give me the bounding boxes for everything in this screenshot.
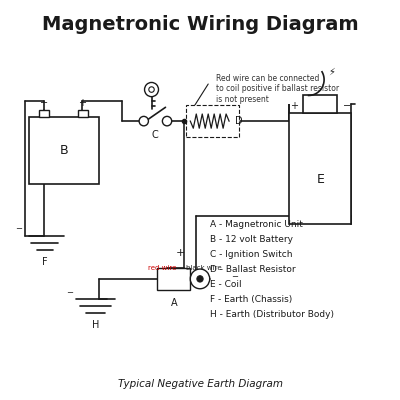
Text: +: + [290,101,298,111]
Text: −: − [232,272,238,281]
Text: −: − [15,224,22,234]
Text: Typical Negative Earth Diagram: Typical Negative Earth Diagram [118,379,282,389]
Text: F - Earth (Chassis): F - Earth (Chassis) [210,295,292,304]
Circle shape [144,82,158,97]
Circle shape [190,269,210,289]
Text: −: − [66,288,73,297]
Text: black wire: black wire [186,265,222,271]
Text: +: + [78,98,86,108]
Bar [186,105,239,137]
Text: B - 12 volt Battery: B - 12 volt Battery [210,235,293,244]
Text: +: + [176,248,185,258]
Bar [78,110,88,117]
Text: E: E [316,173,324,186]
Circle shape [197,276,203,282]
Text: H: H [92,320,99,330]
Circle shape [162,116,172,126]
Text: red wire: red wire [148,265,177,271]
Bar [289,113,351,224]
Text: F: F [42,257,48,267]
Text: −: − [40,98,48,108]
Circle shape [149,87,154,92]
Text: A - Magnetronic Unit: A - Magnetronic Unit [210,220,302,229]
Circle shape [139,116,148,126]
Bar [29,117,99,184]
Text: D - Ballast Resistor: D - Ballast Resistor [210,265,295,274]
Bar [39,110,49,117]
Text: A: A [170,298,177,308]
Text: D: D [235,116,242,126]
Text: −: − [342,101,351,111]
Text: Magnetronic Wiring Diagram: Magnetronic Wiring Diagram [42,15,358,34]
Text: Red wire can be connected
to coil positive if ballast resistor
is not present: Red wire can be connected to coil positi… [216,74,339,104]
Text: ⚡: ⚡ [328,67,335,77]
Text: C - Ignition Switch: C - Ignition Switch [210,250,292,259]
Bar [303,96,337,113]
Bar [157,268,190,290]
Text: B: B [60,144,68,157]
Text: H - Earth (Distributor Body): H - Earth (Distributor Body) [210,310,334,319]
Text: C: C [151,130,158,140]
Text: E - Coil: E - Coil [210,280,241,289]
